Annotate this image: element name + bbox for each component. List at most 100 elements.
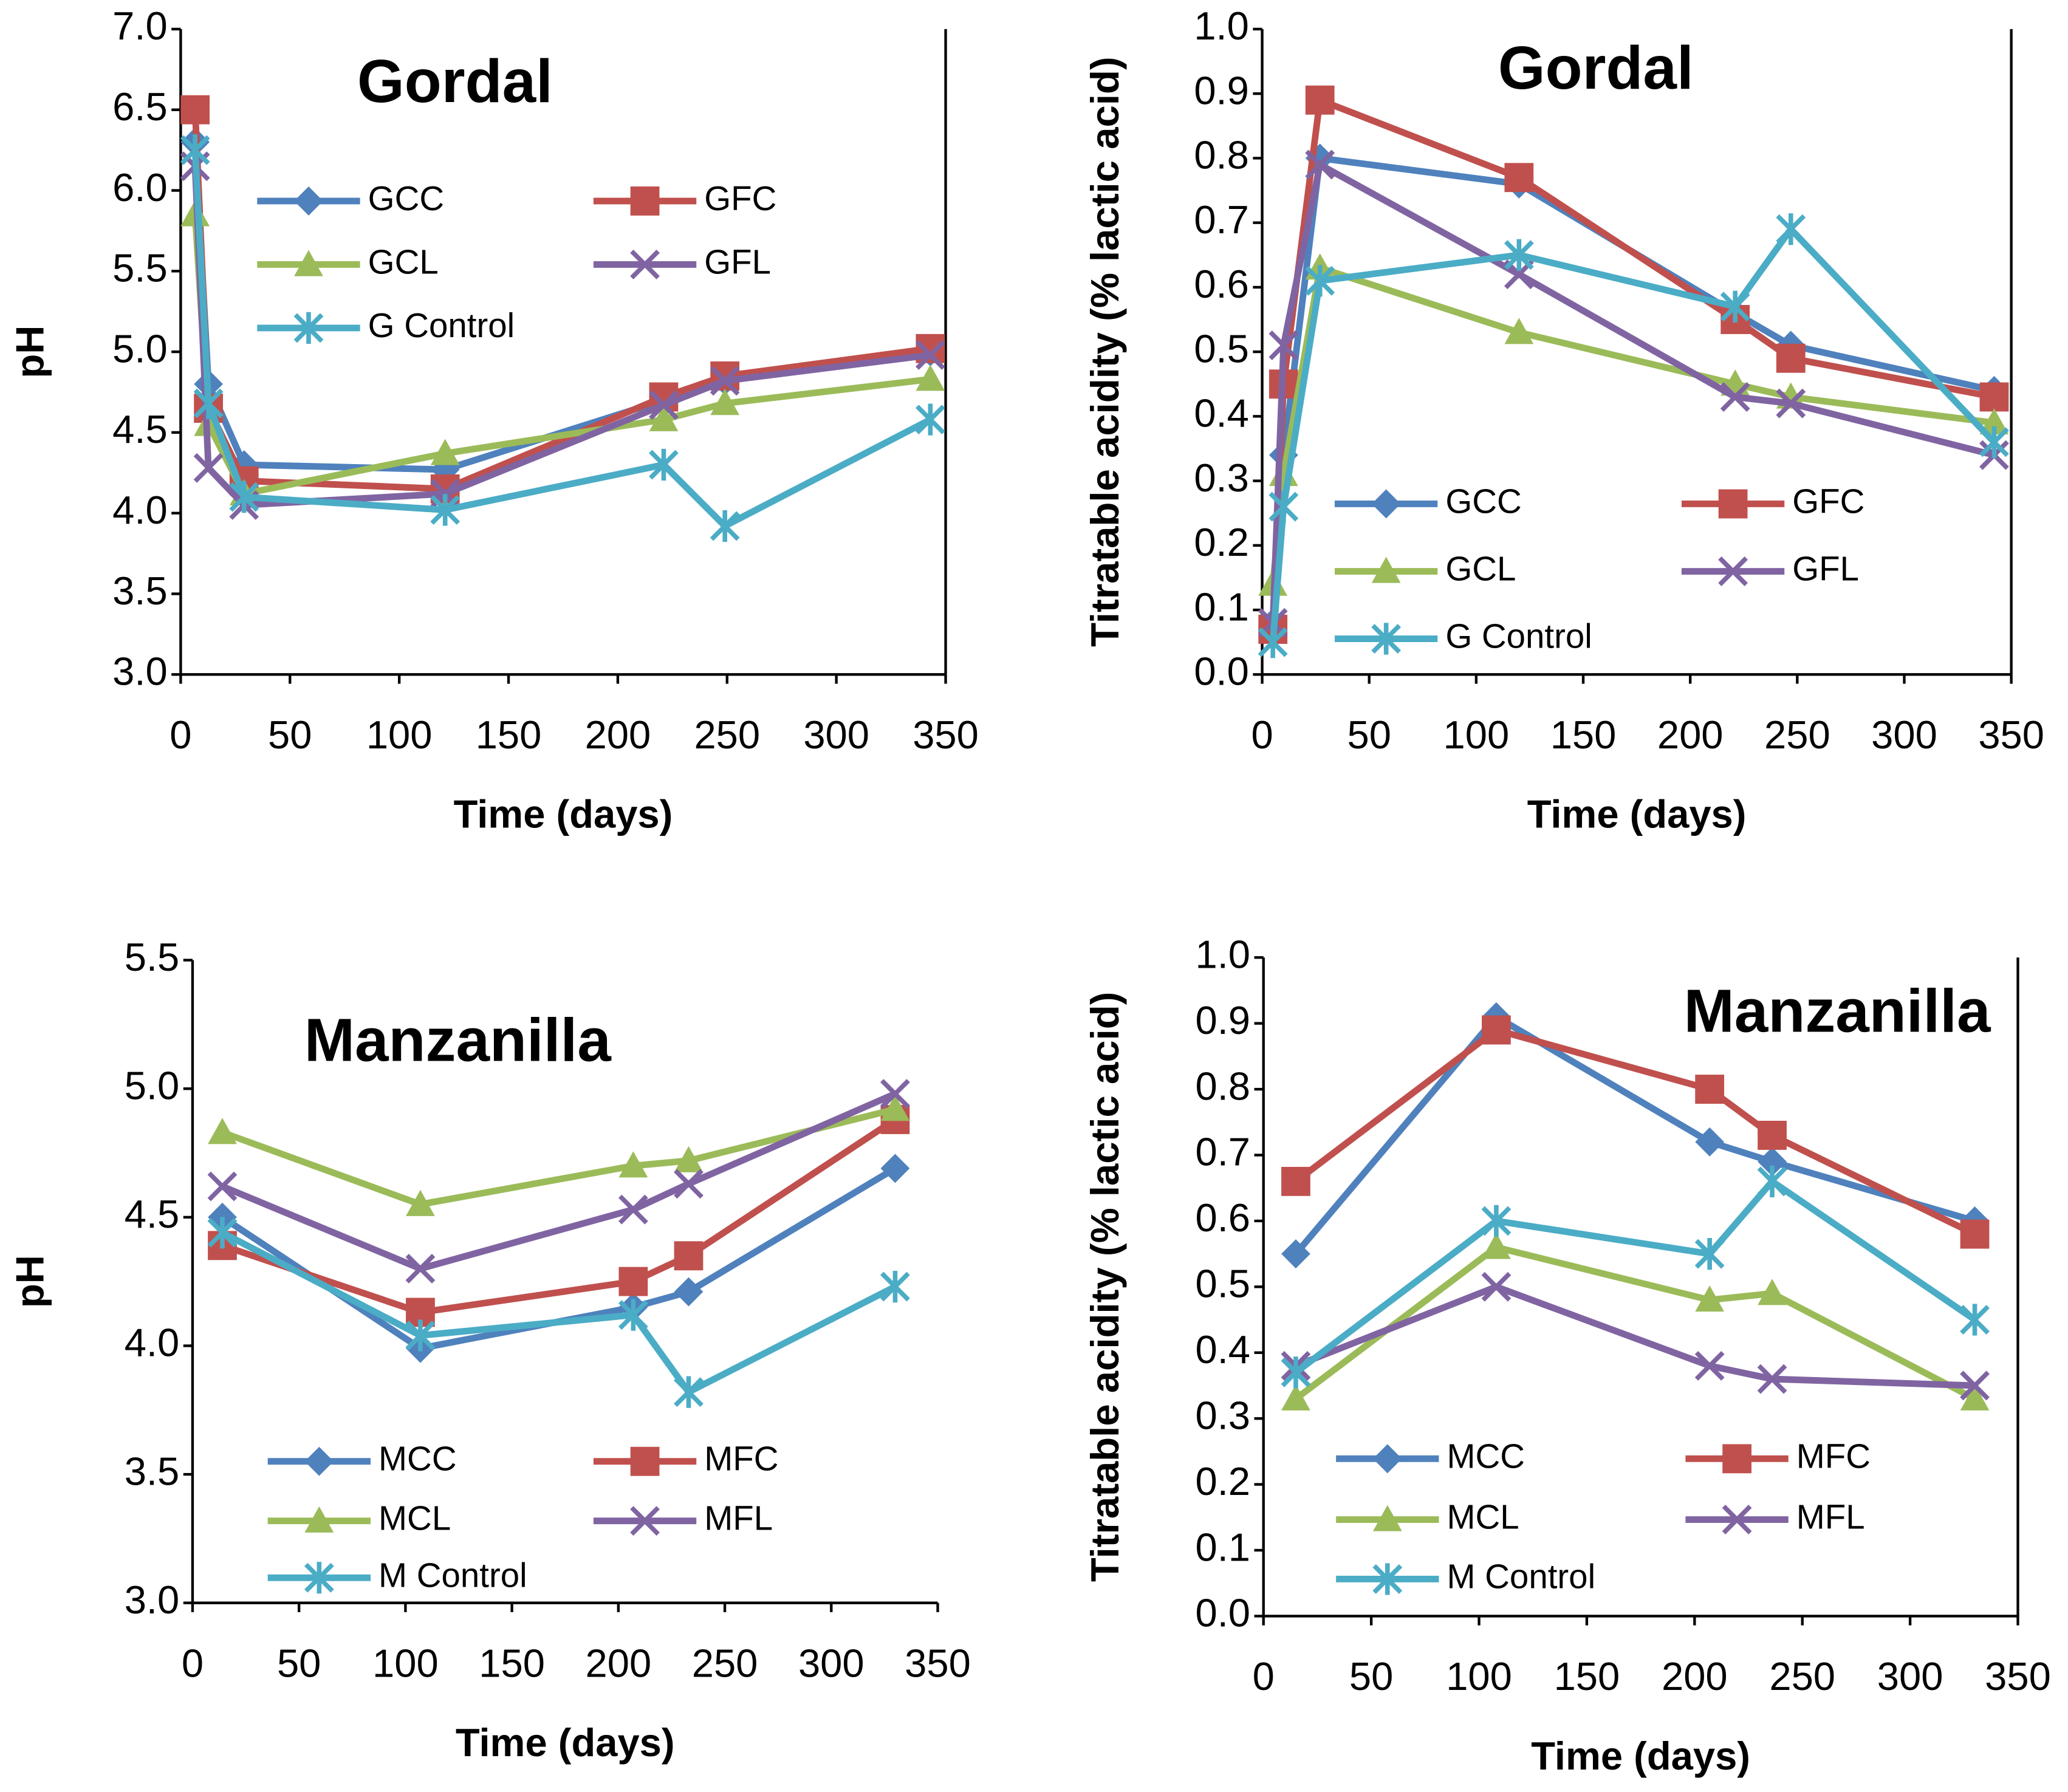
y-tick-label: 0.8 bbox=[1194, 133, 1249, 177]
x-axis-label: Time (days) bbox=[1527, 792, 1747, 836]
marker-stroke bbox=[1720, 382, 1750, 412]
y-tick-label: 5.5 bbox=[125, 935, 180, 979]
data-point bbox=[915, 403, 945, 436]
data-point bbox=[1757, 1364, 1787, 1394]
marker-stroke bbox=[1757, 1364, 1787, 1394]
data-point bbox=[1482, 1233, 1511, 1259]
legend-label: M Control bbox=[378, 1556, 527, 1594]
x-tick-label: 0 bbox=[169, 713, 191, 757]
y-tick-label: 3.0 bbox=[125, 1578, 180, 1622]
data-point bbox=[406, 1189, 435, 1216]
marker-stroke bbox=[674, 1169, 704, 1199]
x-tick-label: 100 bbox=[1446, 1654, 1512, 1698]
marker-stroke bbox=[630, 249, 660, 279]
data-point bbox=[1281, 1166, 1310, 1196]
legend-label: GCC bbox=[368, 179, 444, 217]
data-point bbox=[915, 340, 945, 370]
data-point bbox=[1481, 1271, 1512, 1302]
x-tick-label: 250 bbox=[1769, 1654, 1835, 1698]
legend-marker bbox=[304, 1506, 334, 1533]
series-line bbox=[1294, 1283, 1975, 1389]
marker-stroke bbox=[710, 366, 740, 396]
x-tick-label: 0 bbox=[182, 1641, 204, 1685]
legend-marker bbox=[304, 1446, 334, 1476]
legend-marker bbox=[304, 1562, 334, 1594]
x-tick-label: 200 bbox=[586, 1641, 652, 1685]
data-point bbox=[880, 1095, 910, 1121]
series-line bbox=[1269, 161, 1995, 623]
x-tick-label: 200 bbox=[585, 713, 651, 757]
data-point bbox=[405, 1319, 436, 1352]
panel: 0.0 0.1 0.2 0.3 0.4 0.5 0.6 0.7 0.8 0.9 1.0 0 50 100 1… bbox=[1083, 932, 2051, 1777]
data-point bbox=[430, 494, 461, 526]
legend-marker bbox=[294, 250, 323, 276]
y-tick-label: 6.0 bbox=[112, 165, 168, 210]
chart-title: Manzanilla bbox=[1684, 977, 1991, 1045]
y-tick-label: 5.0 bbox=[125, 1063, 180, 1107]
legend-marker bbox=[1372, 1444, 1402, 1474]
marker-stroke bbox=[1960, 1370, 1990, 1401]
legend-marker bbox=[293, 312, 324, 344]
y-tick-label: 4.0 bbox=[112, 488, 168, 532]
panel: 0.0 0.1 0.2 0.3 0.4 0.5 0.6 0.7 0.8 0.9 1.0 0 50 100 1… bbox=[1083, 4, 2044, 836]
x-tick-label: 300 bbox=[1877, 1654, 1943, 1698]
legend-label: GCC bbox=[1445, 482, 1521, 520]
legend-label: MCL bbox=[378, 1499, 451, 1537]
marker-stroke bbox=[405, 1254, 436, 1284]
data-point bbox=[1504, 239, 1534, 271]
data-point bbox=[1979, 426, 2009, 458]
marker-stroke bbox=[1305, 149, 1335, 180]
y-axis-label: pH bbox=[8, 326, 52, 378]
data-point bbox=[229, 481, 259, 513]
x-tick-label: 350 bbox=[905, 1641, 971, 1685]
marker-stroke bbox=[618, 1194, 648, 1225]
y-tick-label: 0.6 bbox=[1195, 1195, 1250, 1240]
data-point bbox=[1305, 265, 1335, 297]
data-point bbox=[1281, 1384, 1310, 1411]
legend-label: MCC bbox=[378, 1440, 457, 1478]
y-tick-label: 7.0 bbox=[112, 4, 168, 48]
marker-stroke bbox=[1776, 388, 1806, 419]
legend-marker bbox=[1372, 1505, 1402, 1531]
legend-label: GCL bbox=[368, 242, 439, 281]
x-tick-label: 350 bbox=[1978, 713, 2044, 757]
x-axis-label: Time (days) bbox=[456, 1720, 675, 1765]
data-point bbox=[618, 1151, 648, 1178]
x-tick-label: 200 bbox=[1657, 713, 1724, 757]
y-tick-label: 0.4 bbox=[1194, 391, 1249, 436]
data-point bbox=[674, 1277, 704, 1307]
y-tick-label: 0.3 bbox=[1195, 1393, 1250, 1437]
data-point bbox=[180, 95, 210, 125]
data-point bbox=[1695, 1127, 1725, 1157]
y-tick-label: 4.5 bbox=[112, 407, 168, 451]
y-tick-label: 0.9 bbox=[1194, 68, 1249, 112]
x-tick-label: 300 bbox=[803, 713, 869, 757]
series-line bbox=[191, 166, 931, 508]
x-tick-label: 250 bbox=[692, 1641, 758, 1685]
y-tick-label: 0.2 bbox=[1194, 520, 1249, 564]
x-tick-label: 200 bbox=[1662, 1654, 1728, 1698]
legend-marker bbox=[1371, 489, 1401, 519]
y-axis-label: Titratable acidity (% lactic acid) bbox=[1083, 992, 1127, 1582]
y-tick-label: 0.4 bbox=[1195, 1327, 1250, 1372]
y-tick-label: 5.5 bbox=[112, 245, 168, 290]
data-point bbox=[1960, 1219, 1990, 1249]
data-point bbox=[208, 1118, 237, 1144]
data-point bbox=[916, 364, 945, 391]
data-point bbox=[1258, 626, 1288, 658]
data-point bbox=[1269, 330, 1299, 360]
legend-marker bbox=[630, 186, 660, 216]
legend-marker bbox=[1372, 1563, 1403, 1595]
legend-label: GFC bbox=[704, 179, 776, 217]
y-tick-label: 0.6 bbox=[1194, 262, 1249, 306]
marker-stroke bbox=[915, 340, 945, 370]
legend-marker bbox=[294, 186, 323, 216]
marker-stroke bbox=[649, 390, 679, 420]
series-line bbox=[1293, 1013, 1976, 1256]
y-tick-label: 0.5 bbox=[1194, 326, 1249, 371]
x-tick-label: 100 bbox=[366, 713, 433, 757]
legend-label: GFC bbox=[1792, 482, 1864, 520]
data-point bbox=[1481, 1205, 1512, 1237]
